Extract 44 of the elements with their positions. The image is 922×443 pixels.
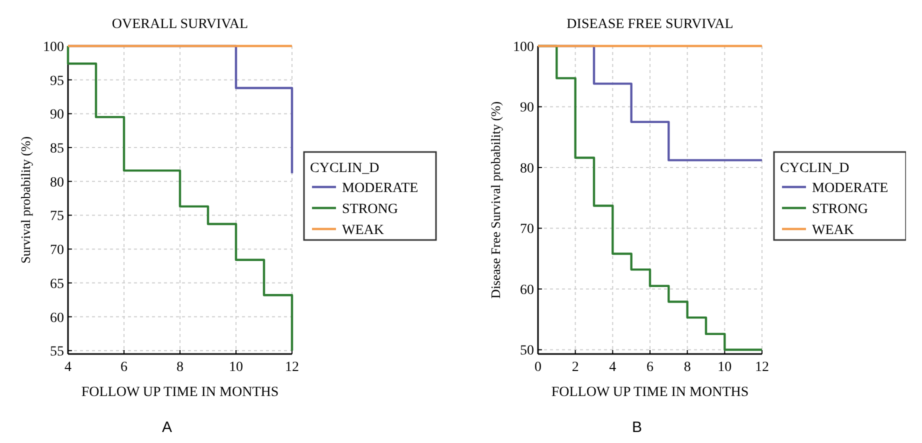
x-tick-label: 4	[64, 360, 72, 375]
y-tick-label: 90	[50, 108, 64, 123]
legend-label: STRONG	[342, 202, 398, 217]
y-axis-title: Survival probability (%)	[18, 136, 33, 264]
y-tick-label: 100	[43, 40, 64, 55]
x-axis-title: FOLLOW UP TIME IN MONTHS	[81, 385, 279, 400]
y-tick-label: 60	[520, 283, 534, 298]
y-tick-label: 55	[50, 344, 64, 360]
legend-title: CYCLIN_D	[780, 161, 850, 176]
y-tick-label: 90	[520, 100, 534, 116]
y-tick-label: 75	[50, 209, 64, 224]
x-tick-label: 8	[684, 360, 691, 375]
legend-title: CYCLIN_D	[310, 161, 380, 176]
chart-title: OVERALL SURVIVAL	[112, 17, 248, 32]
legend-label: WEAK	[342, 223, 384, 238]
text: A	[162, 419, 172, 436]
y-tick-label: 100	[513, 40, 534, 55]
y-tick-label: 65	[50, 276, 64, 292]
x-tick-label: 12	[755, 360, 769, 375]
x-tick-label: 8	[176, 360, 184, 375]
x-tick-label: 6	[120, 360, 128, 375]
y-tick-label: 50	[520, 344, 534, 359]
x-tick-label: 0	[534, 360, 542, 375]
y-axis-title: Disease Free Survival probability (%)	[488, 101, 503, 299]
x-tick-label: 4	[609, 360, 616, 375]
x-axis-title: FOLLOW UP TIME IN MONTHS	[551, 385, 749, 400]
chart-title: DISEASE FREE SURVIVAL	[566, 17, 734, 32]
legend-label: WEAK	[812, 223, 854, 238]
x-tick-label: 2	[572, 360, 579, 375]
x-tick-label: 12	[285, 360, 299, 375]
y-tick-label: 95	[50, 74, 64, 89]
x-tick-label: 10	[229, 360, 243, 375]
y-tick-label: 85	[50, 142, 64, 157]
legend-label: MODERATE	[342, 181, 418, 196]
y-tick-label: 80	[50, 175, 64, 190]
y-tick-label: 60	[50, 310, 64, 326]
y-tick-label: 80	[520, 162, 534, 176]
y-tick-label: 70	[50, 243, 64, 258]
x-tick-label: 6	[646, 360, 654, 375]
x-tick-label: 10	[718, 360, 732, 375]
y-tick-label: 70	[520, 222, 534, 238]
legend-label: STRONG	[812, 202, 868, 217]
text: B	[632, 419, 642, 436]
legend-label: MODERATE	[812, 181, 888, 196]
